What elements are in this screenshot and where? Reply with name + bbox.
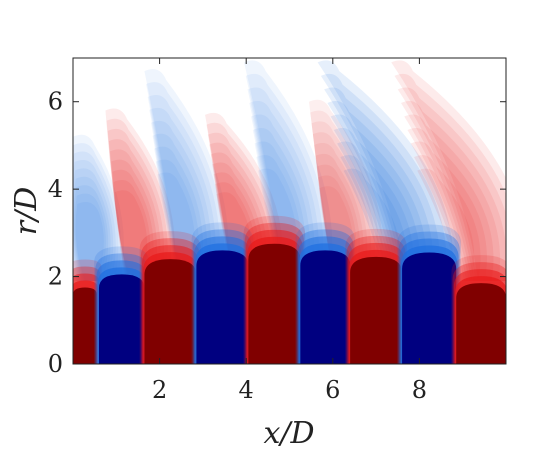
y-tick-label-2: 4	[48, 175, 63, 203]
y-axis-label: r/D	[9, 187, 44, 236]
plume-contour-6-0	[317, 60, 454, 281]
core-band-positive-6	[345, 228, 407, 364]
plume-contour-0-4	[73, 168, 114, 281]
plume-contour-7-4	[404, 114, 501, 281]
core-fill-1	[98, 274, 145, 364]
core-fill-4	[248, 243, 301, 364]
plume-contour-6-5	[333, 128, 420, 281]
y-tick-label-0: 0	[48, 350, 63, 378]
plume-contour-7-0	[391, 60, 506, 281]
x-axis-label: x/D	[263, 416, 314, 450]
core-band-negative-7	[397, 224, 462, 364]
plume-contour-2-4	[150, 120, 212, 281]
plume-contour-5-0	[308, 99, 383, 281]
plume-contour-2-3	[149, 107, 216, 281]
plume-contour-1-1	[106, 118, 172, 281]
plume-contour-0-5	[73, 176, 111, 281]
plume-contour-4-2	[247, 87, 324, 281]
plume-contour-0-2	[73, 151, 119, 281]
plume-contour-0-7	[74, 193, 106, 281]
core-band-negative-5	[295, 222, 355, 364]
plume-contour-0-8	[75, 202, 104, 281]
core-fill-0	[73, 287, 97, 364]
core-band-positive-8	[451, 255, 506, 364]
core-fill-3	[196, 250, 249, 364]
x-tick-label-0: 2	[152, 376, 167, 404]
plume-contour-1-3	[108, 139, 165, 281]
plume-contour-2-6	[154, 146, 204, 281]
y-tick-label-3: 6	[48, 88, 63, 116]
plume-contour-5-4	[314, 143, 368, 281]
plume-contour-6-1	[320, 73, 447, 281]
core-band-negative-1	[94, 246, 150, 364]
plume-contour-4-0	[244, 60, 333, 281]
plume-negative-6	[317, 60, 454, 281]
plume-contour-2-2	[147, 94, 220, 281]
ticks-layer: 2 4 6 8 0 2 4 6	[48, 58, 506, 404]
core-fill-2	[144, 259, 197, 364]
plume-contour-6-4	[330, 114, 427, 281]
x-tick-label-2: 6	[325, 376, 340, 404]
plume-contour-2-5	[152, 133, 208, 281]
plume-contour-7-5	[407, 128, 494, 281]
core-fill-8	[456, 283, 506, 364]
plume-positive-7	[391, 60, 506, 281]
plume-positive-1	[105, 108, 175, 281]
plume-contour-2-0	[144, 69, 229, 281]
plume-contour-2-1	[146, 82, 225, 281]
plume-contour-4-3	[249, 100, 319, 281]
core-fill-6	[350, 256, 403, 364]
plume-contour-0-3	[73, 160, 116, 281]
plume-contour-7-8	[417, 168, 475, 281]
plume-negative-0	[73, 134, 124, 281]
plume-contour-1-4	[110, 149, 161, 281]
plume-contour-7-3	[400, 101, 506, 281]
plume-contour-1-8	[114, 190, 148, 281]
plume-contour-1-5	[111, 159, 158, 281]
core-band-negative-3	[191, 222, 254, 364]
x-tick-label-1: 4	[239, 376, 254, 404]
y-tick-label-1: 2	[48, 263, 63, 291]
cores-layer	[73, 215, 506, 364]
core-band-positive-2	[139, 231, 202, 364]
plume-contour-1-2	[107, 128, 168, 281]
plume-contour-1-6	[112, 169, 154, 281]
plume-contour-6-2	[324, 87, 440, 281]
x-tick-label-3: 8	[412, 376, 427, 404]
plume-contour-1-0	[105, 108, 175, 281]
plume-contour-0-0	[73, 134, 124, 281]
plume-contour-7-6	[410, 141, 487, 281]
core-band-positive-4	[243, 215, 306, 364]
plot-frame	[72, 57, 507, 365]
plume-contour-6-3	[327, 100, 434, 281]
plume-contour-0-1	[73, 143, 122, 281]
plume-contour-4-1	[245, 73, 328, 281]
plume-contour-0-6	[73, 185, 109, 281]
plume-contour-7-7	[413, 155, 481, 281]
core-fill-7	[402, 252, 457, 364]
plume-contour-5-3	[312, 132, 372, 281]
plume-contour-7-1	[394, 73, 506, 281]
plume-contour-7-2	[397, 87, 506, 281]
core-fill-5	[300, 250, 351, 364]
plume-contour-1-7	[113, 180, 151, 281]
core-band-positive-0	[73, 259, 102, 364]
